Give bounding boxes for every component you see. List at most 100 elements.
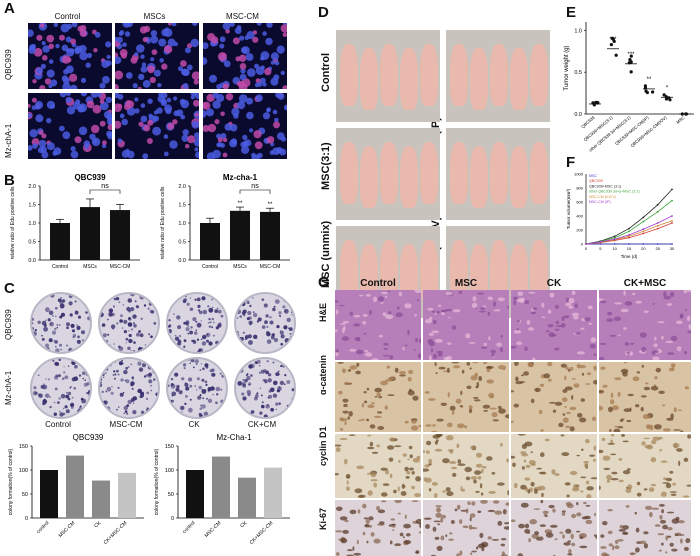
data-point bbox=[609, 42, 613, 47]
y-tick-label: 0.5 bbox=[178, 240, 186, 246]
x-tick-label: CK+MSC-CM bbox=[103, 520, 129, 546]
y-tick-label: 800 bbox=[576, 186, 583, 191]
x-tick-label: 5 bbox=[599, 246, 602, 251]
a-row-qbc939: QBC939 bbox=[4, 49, 13, 80]
x-tick-label: QBC939+MSC-CM(IOV) bbox=[629, 115, 668, 149]
bar bbox=[230, 210, 250, 260]
series-point bbox=[642, 230, 645, 233]
colony-dish bbox=[30, 292, 92, 354]
series-point bbox=[628, 243, 630, 245]
ihc-tissue-image bbox=[511, 290, 597, 360]
series-point bbox=[628, 230, 630, 233]
series-point bbox=[656, 222, 659, 224]
colony-chart-1: Mz-Cha-1 colony formation(% of control) 0 5… bbox=[154, 433, 290, 546]
data-point bbox=[628, 58, 632, 62]
x-tick-label: 0 bbox=[585, 246, 588, 251]
y-tick-label: 0.5 bbox=[574, 70, 582, 76]
colony-dish bbox=[234, 357, 296, 419]
g-row-cyclind1: cyclin D1 bbox=[318, 426, 328, 466]
micro-image bbox=[115, 93, 199, 159]
panel-label-b: B bbox=[4, 172, 15, 189]
x-tick-label: Control bbox=[202, 264, 218, 270]
bar bbox=[118, 472, 136, 518]
ihc-tissue-image bbox=[511, 362, 597, 432]
colony-bar-charts: QBC939 colony formation(% of control) 0 50 1… bbox=[8, 433, 290, 546]
y-tick-label: 1.5 bbox=[178, 203, 186, 209]
c-row-qbc939: QBC939 bbox=[4, 309, 13, 340]
panel-label-e: E bbox=[566, 4, 577, 21]
y-tick-label: 100 bbox=[165, 468, 174, 474]
bar bbox=[260, 211, 280, 260]
y-tick-label: 600 bbox=[576, 200, 583, 205]
data-point bbox=[650, 90, 655, 94]
y-tick-label: 2.0 bbox=[28, 184, 36, 190]
c-col-control: Control bbox=[45, 420, 71, 429]
y-tick-label: 0.0 bbox=[28, 258, 36, 264]
x-axis-label: Time (d) bbox=[621, 254, 638, 259]
g-col-msc: MSC bbox=[454, 278, 478, 289]
y-axis-label: colony formation(% of control) bbox=[154, 448, 160, 515]
panel-label-g: G bbox=[318, 274, 330, 291]
data-point bbox=[643, 84, 647, 88]
series-point bbox=[613, 238, 616, 240]
series-point bbox=[671, 222, 673, 224]
comparison-label: ns bbox=[251, 183, 259, 190]
y-tick-label: 1000 bbox=[574, 172, 584, 177]
x-tick-label: MSC bbox=[675, 115, 685, 125]
series-point bbox=[599, 243, 602, 245]
x-tick-label: Control bbox=[52, 264, 68, 270]
colony-dish bbox=[166, 357, 228, 419]
ihc-tissue-image bbox=[423, 290, 509, 360]
bar bbox=[80, 207, 100, 260]
bar bbox=[110, 210, 130, 260]
ihc-tissue-image bbox=[423, 434, 509, 498]
micro-image bbox=[115, 23, 199, 89]
ihc-tissue-image bbox=[335, 362, 421, 432]
edu-bar-charts: QBC939 relative ratio of Edu positive cel… bbox=[10, 173, 290, 270]
mouse-photo bbox=[336, 30, 440, 122]
micro-image bbox=[203, 23, 287, 89]
y-tick-label: 150 bbox=[19, 444, 28, 450]
x-tick-label: 30 bbox=[670, 246, 675, 251]
legend-entry: QBC939 bbox=[589, 179, 603, 183]
a-col-control: Control bbox=[54, 12, 81, 21]
bar bbox=[238, 477, 256, 518]
y-tick-label: 0 bbox=[25, 516, 28, 522]
data-point bbox=[662, 93, 666, 97]
series-point bbox=[642, 243, 645, 245]
chart-title: Mz-cha-1 bbox=[223, 173, 258, 182]
y-axis-label: Tumor weight (g) bbox=[564, 45, 570, 90]
bar bbox=[66, 455, 84, 518]
series-point bbox=[642, 228, 645, 231]
y-tick-label: 200 bbox=[576, 228, 583, 233]
ihc-tissue-image bbox=[511, 434, 597, 498]
bar bbox=[92, 480, 110, 518]
y-axis-label: relative ratio of Edu positive cells bbox=[10, 186, 16, 259]
x-tick-label: CK bbox=[239, 520, 249, 530]
x-tick-label: MSC-CM bbox=[260, 264, 281, 270]
legend-entry: MSC bbox=[589, 174, 597, 178]
data-point bbox=[667, 96, 671, 100]
y-tick-label: 0.5 bbox=[28, 240, 36, 246]
y-tick-label: 150 bbox=[165, 444, 174, 450]
ihc-tissue-image bbox=[599, 434, 691, 498]
ihc-tissue-image bbox=[423, 500, 509, 556]
micro-image bbox=[28, 23, 112, 89]
ihc-tissue-image bbox=[599, 362, 691, 432]
c-col-msccm: MSC-CM bbox=[109, 420, 143, 429]
ihc-tissue-image bbox=[335, 500, 421, 556]
legend-entry: QBC939+MSC (3:1) bbox=[589, 184, 621, 188]
panel-label-c: C bbox=[4, 280, 15, 297]
x-tick-label: control bbox=[182, 520, 197, 535]
y-tick-label: 0 bbox=[171, 516, 174, 522]
x-tick-label: 10 bbox=[612, 246, 617, 251]
a-row-mzcha1: Mz-chA-1 bbox=[4, 123, 13, 158]
bar bbox=[200, 223, 220, 260]
significance-stars: ** bbox=[268, 202, 273, 208]
y-tick-label: 1.0 bbox=[28, 221, 36, 227]
g-col-ckmsc: CK+MSC bbox=[623, 278, 667, 289]
data-point bbox=[629, 70, 633, 74]
c-col-ckcm: CK+CM bbox=[247, 420, 277, 429]
chart-title: QBC939 bbox=[74, 173, 106, 182]
edu-chart-1: Mz-cha-1 relative ratio of Edu positive c… bbox=[160, 173, 290, 270]
